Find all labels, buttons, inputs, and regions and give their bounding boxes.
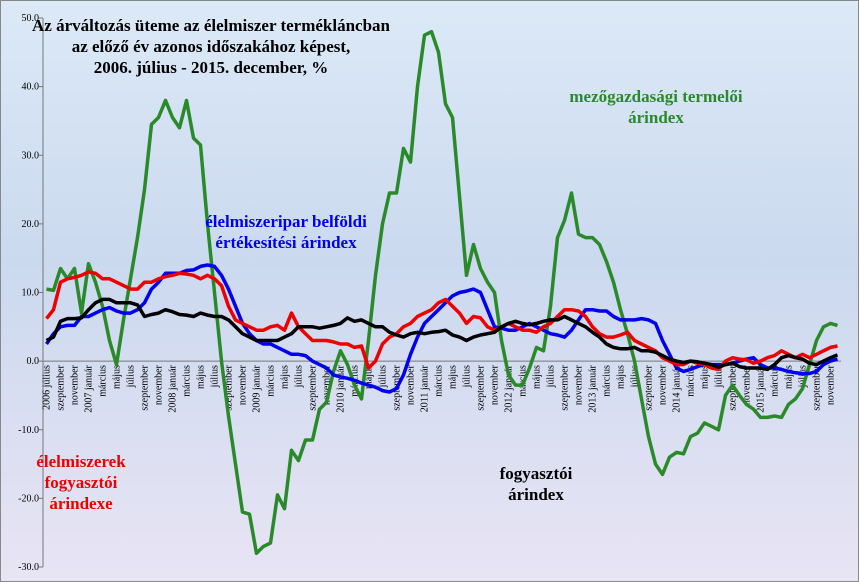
series-line: [46, 29, 838, 556]
y-tick-label: -20.0: [18, 493, 39, 504]
x-tick-label: november: [742, 364, 753, 405]
x-tick-label: május: [364, 365, 375, 389]
x-tick-label: 2006 július: [42, 365, 53, 410]
x-tick-label: november: [322, 364, 333, 405]
x-tick-label: március: [98, 365, 109, 397]
x-tick-label: szeptember: [644, 364, 655, 410]
series-label: fogyasztói árindex: [499, 464, 573, 504]
x-tick-label: július: [210, 365, 221, 388]
y-tick-label: 20.0: [22, 219, 40, 230]
series-label: élelmiszerek fogyasztói árindexe: [36, 452, 126, 513]
x-tick-label: szeptember: [812, 364, 823, 410]
x-tick-label: május: [448, 365, 459, 389]
x-tick-label: szeptember: [560, 364, 571, 410]
x-tick-label: március: [182, 365, 193, 397]
x-tick-label: november: [826, 364, 837, 405]
x-tick-label: november: [238, 364, 249, 405]
x-tick-label: 2014 január: [672, 364, 683, 412]
y-tick-label: 30.0: [22, 150, 40, 161]
x-tick-label: július: [630, 365, 641, 388]
x-tick-label: 2011 január: [420, 364, 431, 412]
x-tick-label: március: [770, 365, 781, 397]
x-tick-label: 2010 január: [336, 364, 347, 412]
x-tick-label: március: [434, 365, 445, 397]
x-tick-label: július: [126, 365, 137, 388]
x-tick-label: szeptember: [224, 364, 235, 410]
x-tick-label: május: [784, 365, 795, 389]
x-tick-label: május: [700, 365, 711, 389]
x-tick-label: július: [546, 365, 557, 388]
x-tick-label: november: [490, 364, 501, 405]
y-tick-label: 10.0: [22, 288, 40, 299]
x-tick-label: május: [532, 365, 543, 389]
y-tick-label: -30.0: [18, 562, 39, 573]
x-tick-label: november: [70, 364, 81, 405]
x-tick-label: július: [714, 365, 725, 388]
x-tick-label: november: [574, 364, 585, 405]
x-tick-label: július: [294, 365, 305, 388]
x-tick-label: március: [602, 365, 613, 397]
x-tick-label: május: [280, 365, 291, 389]
series-line: [45, 297, 839, 372]
x-tick-label: július: [462, 365, 473, 388]
x-tick-label: szeptember: [308, 364, 319, 410]
x-tick-label: november: [658, 364, 669, 405]
x-tick-label: július: [378, 365, 389, 388]
x-tick-label: május: [616, 365, 627, 389]
x-tick-label: szeptember: [56, 364, 67, 410]
chart-title: Az árváltozás üteme az élelmiszer termék…: [32, 16, 390, 35]
x-tick-label: 2007 január: [84, 364, 95, 412]
x-tick-label: május: [196, 365, 207, 389]
chart-title: 2006. július - 2015. december, %: [93, 58, 329, 77]
series-line: [45, 270, 838, 372]
x-tick-label: március: [686, 365, 697, 397]
x-tick-label: május: [112, 365, 123, 389]
x-tick-label: 2008 január: [168, 364, 179, 412]
x-tick-label: november: [154, 364, 165, 405]
x-tick-label: szeptember: [476, 364, 487, 410]
series-label: mezőgazdasági termelői árindex: [569, 87, 743, 127]
x-tick-label: szeptember: [140, 364, 151, 410]
y-tick-label: -10.0: [18, 425, 39, 436]
y-tick-label: 50.0: [22, 13, 40, 24]
x-tick-label: március: [266, 365, 277, 397]
x-tick-label: 2013 január: [588, 364, 599, 412]
x-tick-label: november: [406, 364, 417, 405]
y-tick-label: 40.0: [22, 82, 40, 93]
x-tick-label: 2012 január: [504, 364, 515, 412]
chart-title: az előző év azonos időszakához képest,: [71, 37, 351, 56]
series-label: élelmiszeripar belföldi értékesítési ári…: [205, 212, 367, 252]
x-tick-label: 2015 január: [756, 364, 767, 412]
x-tick-label: július: [798, 365, 809, 388]
y-tick-label: 0.0: [27, 356, 40, 367]
x-tick-label: 2009 január: [252, 364, 263, 412]
